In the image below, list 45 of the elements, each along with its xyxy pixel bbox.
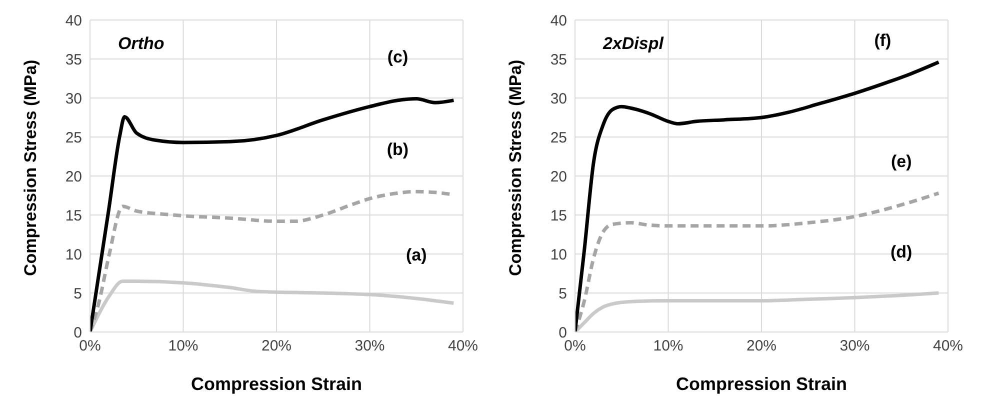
y-tick-label: 40 bbox=[65, 12, 82, 30]
x-tick-label: 40% bbox=[932, 338, 964, 355]
x-tick-label: 10% bbox=[168, 338, 198, 355]
x-tick-label: 0% bbox=[79, 338, 101, 355]
series-label: (a) bbox=[406, 245, 427, 264]
series-label: (d) bbox=[890, 242, 912, 262]
y-tick-label: 0 bbox=[74, 324, 82, 342]
y-tick-label: 5 bbox=[558, 285, 567, 302]
series-label: (f) bbox=[874, 30, 892, 50]
y-tick-label: 20 bbox=[65, 168, 82, 186]
x-tick-label: 30% bbox=[840, 338, 870, 355]
y-axis-title: Compression Stress (MPa) bbox=[21, 60, 40, 276]
series-label: (e) bbox=[890, 152, 912, 171]
annotation: Ortho bbox=[118, 34, 164, 54]
y-tick-label: 10 bbox=[550, 246, 567, 264]
annotation: 2xDispl bbox=[603, 34, 664, 54]
y-tick-label: 35 bbox=[550, 51, 567, 68]
y-tick-label: 35 bbox=[65, 51, 82, 68]
x-tick-label: 40% bbox=[448, 338, 478, 355]
y-tick-label: 40 bbox=[550, 12, 567, 30]
line-series bbox=[575, 191, 940, 332]
x-axis-title: Compression Strain bbox=[676, 374, 848, 394]
y-tick-label: 10 bbox=[65, 246, 82, 264]
x-tick-label: 20% bbox=[746, 338, 777, 355]
series-label: (b) bbox=[386, 140, 409, 160]
line-series bbox=[575, 60, 940, 332]
x-tick-label: 20% bbox=[261, 338, 292, 355]
y-axis-title: Compression Stress (MPa) bbox=[506, 60, 526, 276]
y-tick-label: 20 bbox=[550, 168, 567, 186]
y-tick-label: 30 bbox=[65, 90, 82, 108]
line-series bbox=[90, 97, 456, 332]
y-tick-label: 5 bbox=[74, 285, 82, 302]
y-tick-label: 25 bbox=[550, 129, 567, 146]
line-series bbox=[575, 291, 940, 332]
y-tick-label: 15 bbox=[550, 207, 567, 224]
y-tick-label: 25 bbox=[65, 129, 82, 146]
y-tick-label: 0 bbox=[558, 324, 567, 342]
x-axis-title: Compression Strain bbox=[190, 374, 362, 394]
series-label: (c) bbox=[387, 47, 408, 66]
line-series bbox=[90, 280, 456, 332]
x-tick-label: 30% bbox=[354, 338, 385, 355]
x-tick-label: 10% bbox=[653, 338, 684, 355]
y-tick-label: 15 bbox=[65, 207, 82, 224]
y-tick-label: 30 bbox=[550, 90, 567, 108]
x-tick-label: 0% bbox=[564, 338, 586, 355]
